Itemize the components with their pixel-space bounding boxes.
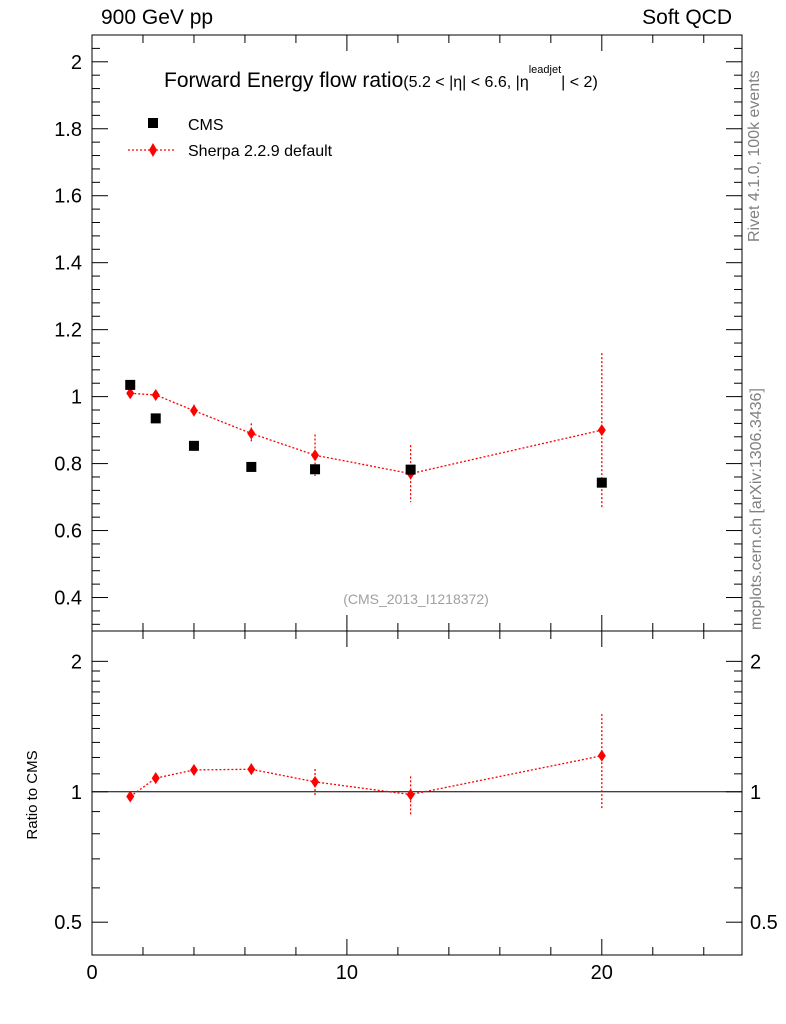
cms-point (596, 477, 607, 488)
main-ytick-label: 1.6 (54, 186, 82, 208)
ratio-ytick-label-right: 2 (750, 651, 761, 673)
ratio-ytick-label-right: 1 (750, 782, 761, 804)
sherpa-point (247, 427, 256, 440)
legend: CMS Sherpa 2.2.9 default (128, 117, 333, 160)
legend-label-cms: CMS (188, 117, 224, 134)
ratio-ytick-label: 2 (71, 651, 82, 673)
ratio-sherpa-point (597, 749, 606, 762)
watermark: (CMS_2013_I1218372) (343, 591, 489, 607)
cms-point (150, 413, 161, 424)
sherpa-line (130, 392, 602, 475)
legend-marker-cms (148, 118, 158, 128)
sherpa-point (151, 388, 160, 401)
main-ytick-label: 1 (71, 387, 82, 409)
sherpa-point (597, 424, 606, 437)
ratio-sherpa-point (406, 788, 415, 801)
chart-title: Forward Energy flow ratio(5.2 < |η| < 6.… (164, 64, 598, 92)
main-ytick-label: 1.8 (54, 119, 82, 141)
ratio-sherpa-line (129, 755, 602, 798)
sherpa-point (311, 449, 320, 462)
ratio-ylabel: Ratio to CMS (24, 750, 41, 839)
ratio-sherpa-point (311, 775, 320, 788)
cms-point (188, 440, 199, 451)
ratio-sherpa-point (151, 772, 160, 785)
main-ytick-label: 2 (71, 52, 82, 74)
ratio-ytick-label-right: 0.5 (750, 912, 778, 934)
ratio-sherpa-point (189, 763, 198, 776)
main-ytick-label: 1.4 (54, 253, 82, 275)
ratio-ytick-label: 1 (71, 782, 82, 804)
main-ytick-label: 0.8 (54, 454, 82, 476)
header-left: 900 GeV pp (101, 6, 214, 29)
xtick-label: 10 (336, 962, 358, 984)
ratio-sherpa-point (247, 763, 256, 776)
xtick-label: 20 (591, 962, 613, 984)
ratio-panel: 0.5 0.51 12 20 10 20 (54, 630, 778, 984)
main-ytick-label: 0.6 (54, 521, 82, 543)
sherpa-point (126, 387, 135, 400)
header-right: Soft QCD (642, 6, 732, 29)
cms-point (405, 464, 416, 475)
sherpa-point (189, 404, 198, 417)
ratio-ytick-label: 0.5 (54, 912, 82, 934)
cms-point (246, 461, 257, 472)
main-ytick-label: 0.4 (54, 588, 82, 610)
cms-point (310, 464, 321, 475)
main-ytick-label: 1.2 (54, 320, 82, 342)
legend-label-sherpa: Sherpa 2.2.9 default (188, 143, 333, 160)
legend-marker-sherpa (149, 143, 157, 157)
cms-point (125, 379, 136, 390)
ratio-sherpa-point (126, 790, 135, 803)
xtick-label: 0 (86, 962, 97, 984)
ratio-frame (91, 630, 743, 956)
